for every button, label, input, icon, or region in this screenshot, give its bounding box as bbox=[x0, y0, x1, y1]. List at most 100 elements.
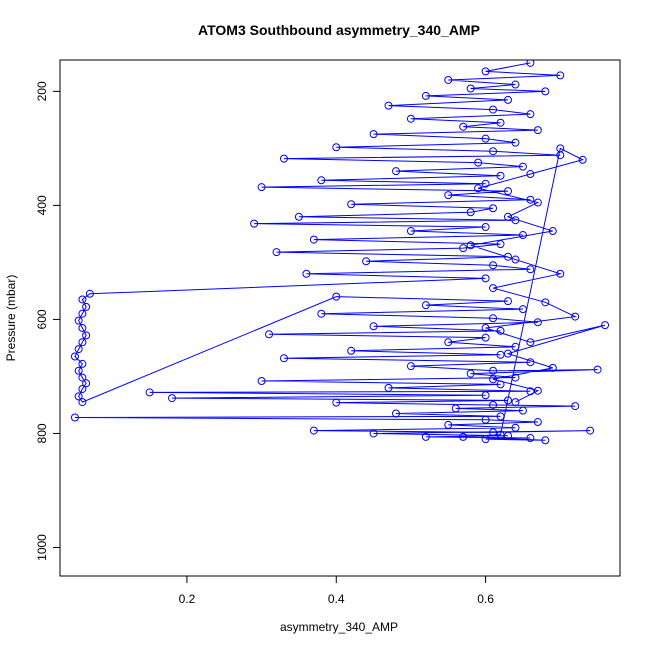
data-point bbox=[496, 380, 505, 389]
data-point bbox=[466, 369, 475, 378]
series-line bbox=[74, 62, 606, 441]
data-point bbox=[504, 95, 512, 104]
data-point bbox=[541, 298, 550, 307]
data-point bbox=[518, 231, 527, 240]
data-point bbox=[481, 67, 490, 76]
data-point bbox=[369, 322, 378, 331]
data-point bbox=[489, 428, 498, 437]
data-point bbox=[369, 429, 378, 438]
plot-frame bbox=[59, 59, 621, 577]
data-point bbox=[526, 434, 535, 443]
data-point bbox=[369, 130, 378, 139]
data-point bbox=[74, 366, 83, 375]
data-point bbox=[82, 302, 91, 311]
data-point bbox=[168, 394, 176, 403]
data-point bbox=[511, 398, 520, 407]
data-point bbox=[526, 338, 535, 347]
data-point bbox=[511, 216, 520, 225]
data-point bbox=[481, 333, 490, 342]
data-point bbox=[526, 195, 535, 204]
data-point bbox=[504, 431, 512, 440]
y-tick-label: 800 bbox=[35, 423, 49, 443]
data-point bbox=[85, 289, 94, 298]
data-point bbox=[392, 409, 400, 418]
data-point bbox=[362, 257, 371, 266]
data-point bbox=[78, 398, 87, 407]
data-point bbox=[332, 398, 341, 407]
data-point bbox=[78, 323, 87, 332]
data-point bbox=[526, 110, 535, 119]
data-point bbox=[421, 301, 430, 310]
data-point bbox=[518, 305, 527, 314]
data-point bbox=[496, 412, 505, 421]
data-point bbox=[78, 309, 87, 318]
data-point bbox=[541, 87, 550, 96]
data-point bbox=[489, 366, 498, 375]
data-point bbox=[496, 240, 505, 249]
data-point bbox=[459, 432, 468, 441]
data-point bbox=[481, 435, 490, 444]
chart-title: ATOM3 Southbound asymmetry_340_AMP bbox=[198, 22, 480, 38]
data-point bbox=[533, 318, 542, 327]
plot-clip-group bbox=[70, 60, 610, 445]
x-axis: 0.2 0.4 0.6 bbox=[179, 576, 494, 606]
data-point bbox=[444, 420, 453, 429]
y-tick-label: 1000 bbox=[35, 534, 49, 561]
data-point bbox=[444, 75, 453, 84]
data-point bbox=[474, 184, 483, 193]
data-point bbox=[78, 295, 87, 304]
data-point bbox=[489, 375, 498, 384]
data-point bbox=[145, 388, 154, 397]
data-point bbox=[489, 314, 498, 323]
data-point bbox=[82, 331, 91, 340]
data-point bbox=[504, 297, 512, 306]
data-point bbox=[511, 255, 520, 264]
data-point bbox=[556, 269, 565, 278]
data-point bbox=[533, 418, 542, 427]
data-point bbox=[74, 345, 83, 354]
data-point bbox=[444, 191, 453, 200]
data-point bbox=[309, 426, 318, 435]
data-point bbox=[459, 244, 468, 253]
x-tick-label: 0.4 bbox=[328, 592, 345, 606]
data-point bbox=[601, 321, 610, 330]
data-point bbox=[406, 114, 415, 123]
data-point bbox=[451, 404, 460, 413]
data-point bbox=[481, 179, 490, 188]
data-point bbox=[556, 144, 565, 153]
data-point bbox=[489, 284, 498, 293]
data-point bbox=[496, 350, 505, 359]
data-point bbox=[459, 122, 468, 131]
y-axis: 200 400 600 800 1000 bbox=[35, 81, 60, 561]
data-point bbox=[578, 155, 587, 164]
data-point bbox=[294, 212, 303, 221]
data-point bbox=[533, 126, 542, 135]
data-point bbox=[526, 170, 535, 179]
data-point bbox=[593, 365, 602, 374]
data-point bbox=[504, 349, 512, 358]
data-point bbox=[489, 400, 498, 409]
data-point bbox=[481, 134, 490, 143]
data-point bbox=[70, 413, 79, 422]
x-axis-label: asymmetry_340_AMP bbox=[280, 620, 398, 634]
data-point bbox=[526, 358, 535, 367]
data-point bbox=[518, 406, 527, 415]
data-point bbox=[481, 274, 490, 283]
data-point bbox=[265, 330, 274, 339]
y-tick-label: 600 bbox=[35, 309, 49, 329]
data-point bbox=[526, 60, 535, 67]
data-point bbox=[533, 386, 542, 395]
data-point bbox=[548, 227, 557, 236]
data-point bbox=[466, 241, 475, 250]
data-point bbox=[384, 101, 393, 110]
data-point bbox=[481, 391, 490, 400]
data-point bbox=[82, 379, 91, 388]
data-point bbox=[392, 167, 400, 176]
y-axis-label: Pressure (mbar) bbox=[4, 275, 18, 362]
data-point bbox=[511, 342, 520, 351]
data-point bbox=[317, 176, 326, 185]
data-point bbox=[504, 396, 512, 405]
data-point bbox=[526, 265, 535, 274]
data-point bbox=[496, 171, 505, 180]
